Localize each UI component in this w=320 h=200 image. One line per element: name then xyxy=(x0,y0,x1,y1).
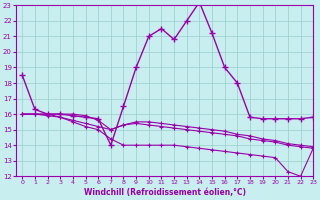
X-axis label: Windchill (Refroidissement éolien,°C): Windchill (Refroidissement éolien,°C) xyxy=(84,188,245,197)
